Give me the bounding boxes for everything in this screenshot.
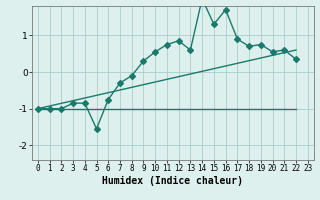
X-axis label: Humidex (Indice chaleur): Humidex (Indice chaleur): [102, 176, 243, 186]
